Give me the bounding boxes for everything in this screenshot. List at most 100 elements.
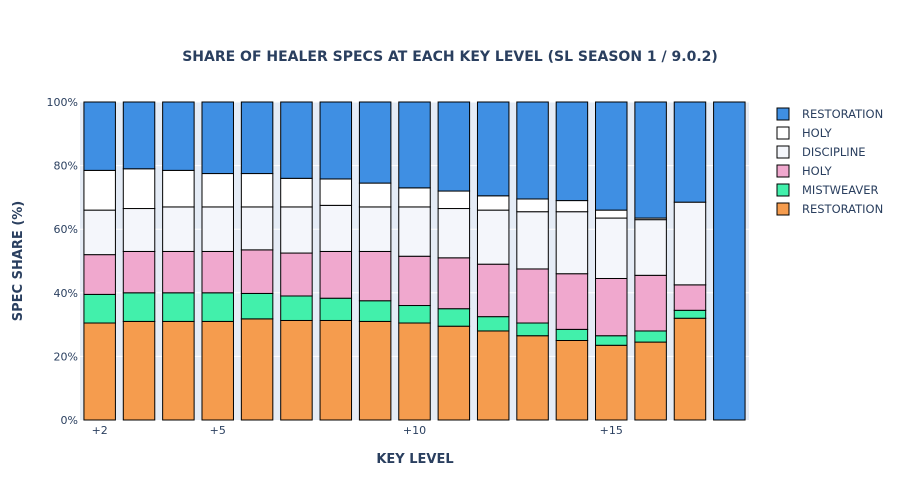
bar-segment[interactable] xyxy=(634,219,667,276)
bar-segment[interactable] xyxy=(319,250,353,299)
bar-segment[interactable] xyxy=(595,277,628,337)
bar-segment[interactable] xyxy=(358,206,392,252)
bar-segment[interactable] xyxy=(83,254,116,295)
bar-segment[interactable] xyxy=(122,320,156,421)
bar-segment[interactable] xyxy=(358,101,392,184)
bar-segment[interactable] xyxy=(437,257,471,310)
bar-segment[interactable] xyxy=(201,101,234,175)
bar-segment[interactable] xyxy=(516,101,549,200)
bar-segment[interactable] xyxy=(162,169,195,208)
bar-segment[interactable] xyxy=(240,318,274,421)
bar-segment[interactable] xyxy=(634,274,667,332)
legend-item[interactable]: RESTORATION xyxy=(776,107,883,121)
bar-segment[interactable] xyxy=(201,173,234,208)
bar-segment[interactable] xyxy=(83,101,116,171)
bar-segment[interactable] xyxy=(280,101,313,179)
bar-segment[interactable] xyxy=(595,101,628,211)
legend-item[interactable]: RESTORATION xyxy=(776,202,883,216)
bar-segment[interactable] xyxy=(162,320,195,421)
bar-segment[interactable] xyxy=(280,206,313,254)
bar-segment[interactable] xyxy=(476,330,510,421)
bar-segment[interactable] xyxy=(398,206,431,257)
bar-segment[interactable] xyxy=(476,263,510,318)
bar-segment[interactable] xyxy=(83,293,116,324)
bar-segment[interactable] xyxy=(437,190,471,210)
bar-segment[interactable] xyxy=(476,101,510,197)
bar-segment[interactable] xyxy=(280,252,313,297)
bar-segment[interactable] xyxy=(555,211,589,275)
bar-segment[interactable] xyxy=(437,101,471,192)
bar-segment[interactable] xyxy=(201,250,234,294)
bar-segment[interactable] xyxy=(319,204,353,252)
legend[interactable]: RESTORATION HOLY DISCIPLINE HOLY MISTWEAVER R… xyxy=(776,107,883,216)
bar-segment[interactable] xyxy=(83,209,116,256)
bar-segment[interactable] xyxy=(358,250,392,302)
bar-segment[interactable] xyxy=(555,101,589,202)
bar-segment[interactable] xyxy=(398,255,431,307)
bar-segment[interactable] xyxy=(162,250,195,294)
bar-segment[interactable] xyxy=(122,292,156,322)
bar-segment[interactable] xyxy=(240,292,274,320)
bar-segment[interactable] xyxy=(476,195,510,211)
bar-segment[interactable] xyxy=(516,335,549,421)
bar-segment[interactable] xyxy=(634,341,667,421)
bar-segment[interactable] xyxy=(595,344,628,421)
bar-segment[interactable] xyxy=(398,305,431,324)
bar-segment[interactable] xyxy=(398,101,431,189)
bar-segment[interactable] xyxy=(358,182,392,208)
bar-segment[interactable] xyxy=(319,178,353,206)
bar-segment[interactable] xyxy=(555,340,589,421)
bar-segment[interactable] xyxy=(595,335,628,346)
legend-item[interactable]: HOLY xyxy=(776,164,833,178)
bar-segment[interactable] xyxy=(162,101,195,171)
bar-segment[interactable] xyxy=(319,297,353,321)
bar-segment[interactable] xyxy=(398,187,431,208)
bar-segment[interactable] xyxy=(673,317,707,421)
bar-segment[interactable] xyxy=(437,308,471,327)
bar-segment[interactable] xyxy=(162,206,195,252)
bar-segment[interactable] xyxy=(280,295,313,321)
bar-segment[interactable] xyxy=(673,284,707,311)
bar-segment[interactable] xyxy=(122,101,156,170)
bar-segment[interactable] xyxy=(162,292,195,322)
bar-segment[interactable] xyxy=(122,208,156,252)
bar-segment[interactable] xyxy=(122,250,156,294)
bar-segment[interactable] xyxy=(358,300,392,322)
bar-segment[interactable] xyxy=(476,209,510,265)
bar-segment[interactable] xyxy=(437,208,471,259)
bar-segment[interactable] xyxy=(240,101,274,175)
bar-segment[interactable] xyxy=(673,309,707,319)
bar-segment[interactable] xyxy=(673,101,707,203)
bar-segment[interactable] xyxy=(280,177,313,208)
bar-segment[interactable] xyxy=(83,322,116,421)
bar-segment[interactable] xyxy=(555,328,589,341)
bar-segment[interactable] xyxy=(516,198,549,213)
bar-segment[interactable] xyxy=(516,268,549,324)
legend-item[interactable]: HOLY xyxy=(776,126,833,140)
bar-segment[interactable] xyxy=(201,320,234,421)
bar-segment[interactable] xyxy=(240,206,274,251)
bar-segment[interactable] xyxy=(240,249,274,294)
bar-segment[interactable] xyxy=(595,217,628,279)
bar-segment[interactable] xyxy=(201,206,234,252)
bar-segment[interactable] xyxy=(555,200,589,213)
bar-segment[interactable] xyxy=(516,211,549,270)
bar-segment[interactable] xyxy=(280,319,313,421)
bar-segment[interactable] xyxy=(634,101,667,219)
bar-segment[interactable] xyxy=(673,201,707,286)
bar-segment[interactable] xyxy=(398,322,431,421)
bar-segment[interactable] xyxy=(476,316,510,332)
bar-segment[interactable] xyxy=(201,292,234,322)
bar-segment[interactable] xyxy=(319,319,353,421)
bar-segment[interactable] xyxy=(555,273,589,330)
bar-segment[interactable] xyxy=(358,320,392,421)
legend-item[interactable]: DISCIPLINE xyxy=(776,145,866,159)
legend-item[interactable]: MISTWEAVER xyxy=(776,183,879,197)
bar-segment[interactable] xyxy=(713,101,746,421)
bar-segment[interactable] xyxy=(634,330,667,343)
bar-segment[interactable] xyxy=(240,173,274,208)
bar-segment[interactable] xyxy=(122,168,156,210)
bar-segment[interactable] xyxy=(595,209,628,219)
bar-segment[interactable] xyxy=(437,325,471,421)
bar-segment[interactable] xyxy=(319,101,353,180)
